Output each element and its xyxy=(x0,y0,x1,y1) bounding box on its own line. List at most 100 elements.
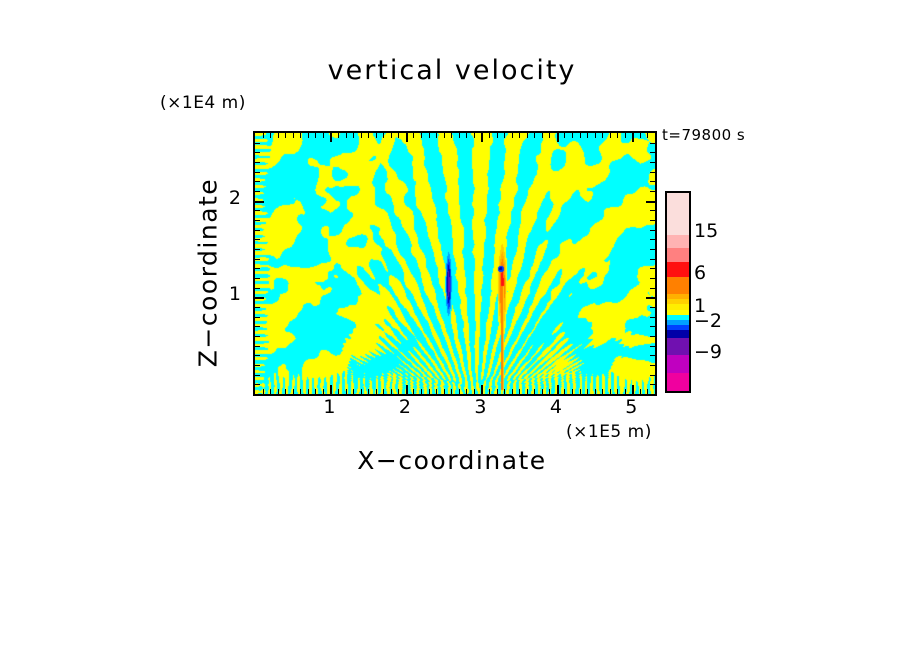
x-minor-tick-top xyxy=(594,133,596,138)
y-minor-tick xyxy=(255,278,260,279)
colorbar-band xyxy=(667,325,689,331)
y-minor-tick-right xyxy=(650,152,655,154)
x-minor-tick-top xyxy=(368,133,370,138)
x-tick-label: 5 xyxy=(625,396,638,418)
y-minor-tick xyxy=(255,229,260,231)
y-minor-tick xyxy=(255,326,260,328)
x-minor-tick-top xyxy=(383,133,385,138)
x-minor-tick-top xyxy=(307,133,309,138)
y-minor-tick xyxy=(255,307,260,308)
y-minor-tick xyxy=(255,162,260,163)
y-minor-tick-right xyxy=(650,345,655,347)
x-minor-tick-top xyxy=(322,133,324,138)
x-minor-tick-top xyxy=(292,133,294,138)
y-axis-unit-label: (×1E4 m) xyxy=(160,93,246,113)
y-minor-tick-right xyxy=(650,355,655,357)
colorbar-band xyxy=(667,309,689,315)
x-minor-tick-top xyxy=(428,133,430,138)
y-minor-tick xyxy=(255,210,260,212)
x-minor-tick xyxy=(262,389,264,394)
y-minor-tick xyxy=(255,171,260,173)
x-minor-tick xyxy=(587,389,589,394)
x-minor-tick xyxy=(617,389,619,394)
colorbar-band xyxy=(667,373,689,391)
x-minor-tick xyxy=(647,389,649,394)
x-minor-tick xyxy=(564,389,566,394)
colorbar-band xyxy=(667,330,689,338)
colorbar-band xyxy=(667,337,689,356)
x-minor-tick xyxy=(534,389,536,394)
x-minor-tick-top xyxy=(270,133,272,138)
x-axis-title: X−coordinate xyxy=(357,446,547,475)
x-minor-tick xyxy=(624,389,626,394)
x-minor-tick-top xyxy=(526,133,528,138)
colorbar xyxy=(665,191,691,393)
x-minor-tick-top xyxy=(360,133,362,138)
x-minor-tick-top xyxy=(375,133,377,138)
x-minor-tick-top xyxy=(602,133,604,138)
page-title: vertical velocity xyxy=(327,55,577,86)
y-tick-label: 1 xyxy=(228,283,241,306)
x-minor-tick xyxy=(504,389,506,394)
y-minor-tick-right xyxy=(650,249,655,250)
x-minor-tick-top xyxy=(617,133,619,138)
colorbar-band xyxy=(667,314,689,321)
x-minor-tick-top xyxy=(609,133,611,138)
x-minor-tick-top xyxy=(436,133,438,138)
x-major-tick-top xyxy=(632,133,635,142)
x-minor-tick xyxy=(292,389,294,394)
x-minor-tick xyxy=(375,389,377,394)
colorbar-band xyxy=(667,304,689,310)
x-minor-tick-top xyxy=(458,133,460,138)
y-minor-tick-right xyxy=(650,191,655,192)
x-minor-tick-top xyxy=(277,133,279,138)
x-major-tick-top xyxy=(556,133,559,142)
x-minor-tick xyxy=(300,389,302,394)
y-minor-tick-right xyxy=(650,220,655,221)
y-minor-tick-right xyxy=(650,384,655,386)
x-minor-tick xyxy=(519,389,521,394)
x-minor-tick xyxy=(315,389,317,394)
x-minor-tick-top xyxy=(541,133,543,138)
contour-plot-area xyxy=(253,131,657,396)
y-minor-tick-right xyxy=(650,142,655,144)
y-minor-tick-right xyxy=(650,171,655,173)
colorbar-band xyxy=(667,248,689,262)
x-tick-label: 4 xyxy=(549,396,562,418)
x-minor-tick xyxy=(413,389,415,394)
x-tick-label: 3 xyxy=(474,396,487,418)
colorbar-band xyxy=(667,261,689,278)
y-minor-tick xyxy=(255,365,260,366)
x-minor-tick xyxy=(549,389,551,394)
y-axis-title: Z−coordinate xyxy=(193,177,223,368)
x-major-tick xyxy=(405,385,408,394)
x-major-tick-top xyxy=(405,133,408,142)
y-minor-tick xyxy=(255,374,260,376)
y-minor-tick xyxy=(255,152,260,154)
colorbar-band xyxy=(667,277,689,295)
x-minor-tick-top xyxy=(338,133,340,138)
x-minor-tick xyxy=(496,389,498,394)
y-minor-tick-right xyxy=(650,181,655,183)
x-minor-tick xyxy=(541,389,543,394)
y-minor-tick-right xyxy=(650,374,655,376)
x-minor-tick-top xyxy=(511,133,513,138)
y-minor-tick-right xyxy=(650,287,655,289)
y-minor-tick xyxy=(255,220,260,221)
x-minor-tick-top xyxy=(549,133,551,138)
x-minor-tick xyxy=(277,389,279,394)
y-minor-tick xyxy=(255,316,260,318)
y-major-tick xyxy=(255,297,264,300)
x-minor-tick-top xyxy=(315,133,317,138)
x-minor-tick xyxy=(338,389,340,394)
x-minor-tick xyxy=(443,389,445,394)
colorbar-band xyxy=(667,234,689,249)
x-minor-tick xyxy=(421,389,423,394)
y-minor-tick-right xyxy=(650,229,655,231)
x-minor-tick-top xyxy=(647,133,649,138)
x-minor-tick xyxy=(360,389,362,394)
x-major-tick xyxy=(556,385,559,394)
x-minor-tick xyxy=(270,389,272,394)
x-minor-tick-top xyxy=(624,133,626,138)
y-minor-tick xyxy=(255,336,260,337)
